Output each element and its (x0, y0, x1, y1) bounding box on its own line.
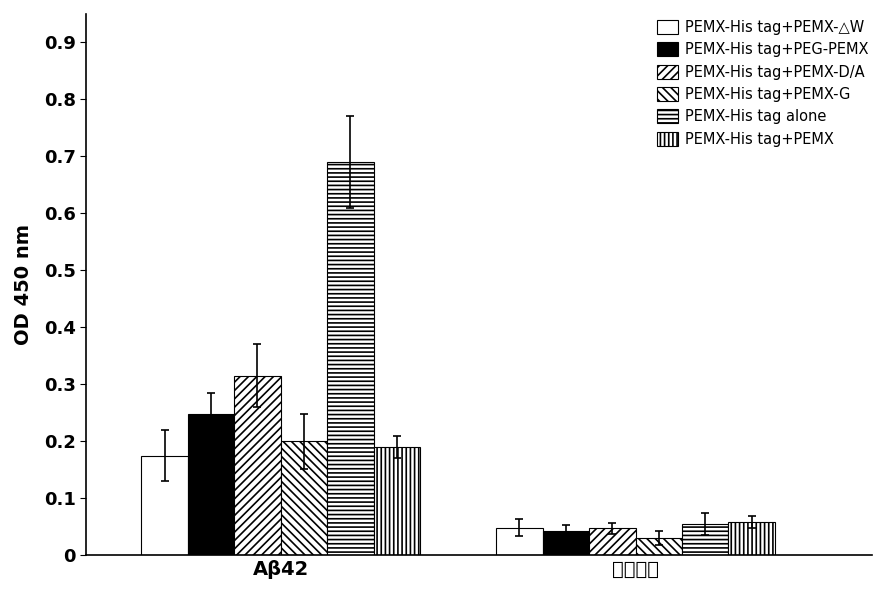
Bar (188, 415, 234, 555)
Bar (496, 528, 542, 555)
Bar (635, 538, 682, 555)
Bar (682, 524, 728, 555)
Bar (327, 162, 374, 555)
Y-axis label: OD 450 nm: OD 450 nm (14, 224, 33, 345)
Bar (142, 455, 188, 555)
Bar (374, 447, 420, 555)
Legend: PEMX-His tag+PEMX-△W, PEMX-His tag+PEG-PEMX, PEMX-His tag+PEMX-D/A, PEMX-His tag: PEMX-His tag+PEMX-△W, PEMX-His tag+PEG-P… (653, 16, 873, 151)
Bar (234, 376, 281, 555)
Bar (281, 441, 327, 555)
Bar (589, 528, 635, 555)
Bar (728, 522, 775, 555)
Bar (542, 531, 589, 555)
